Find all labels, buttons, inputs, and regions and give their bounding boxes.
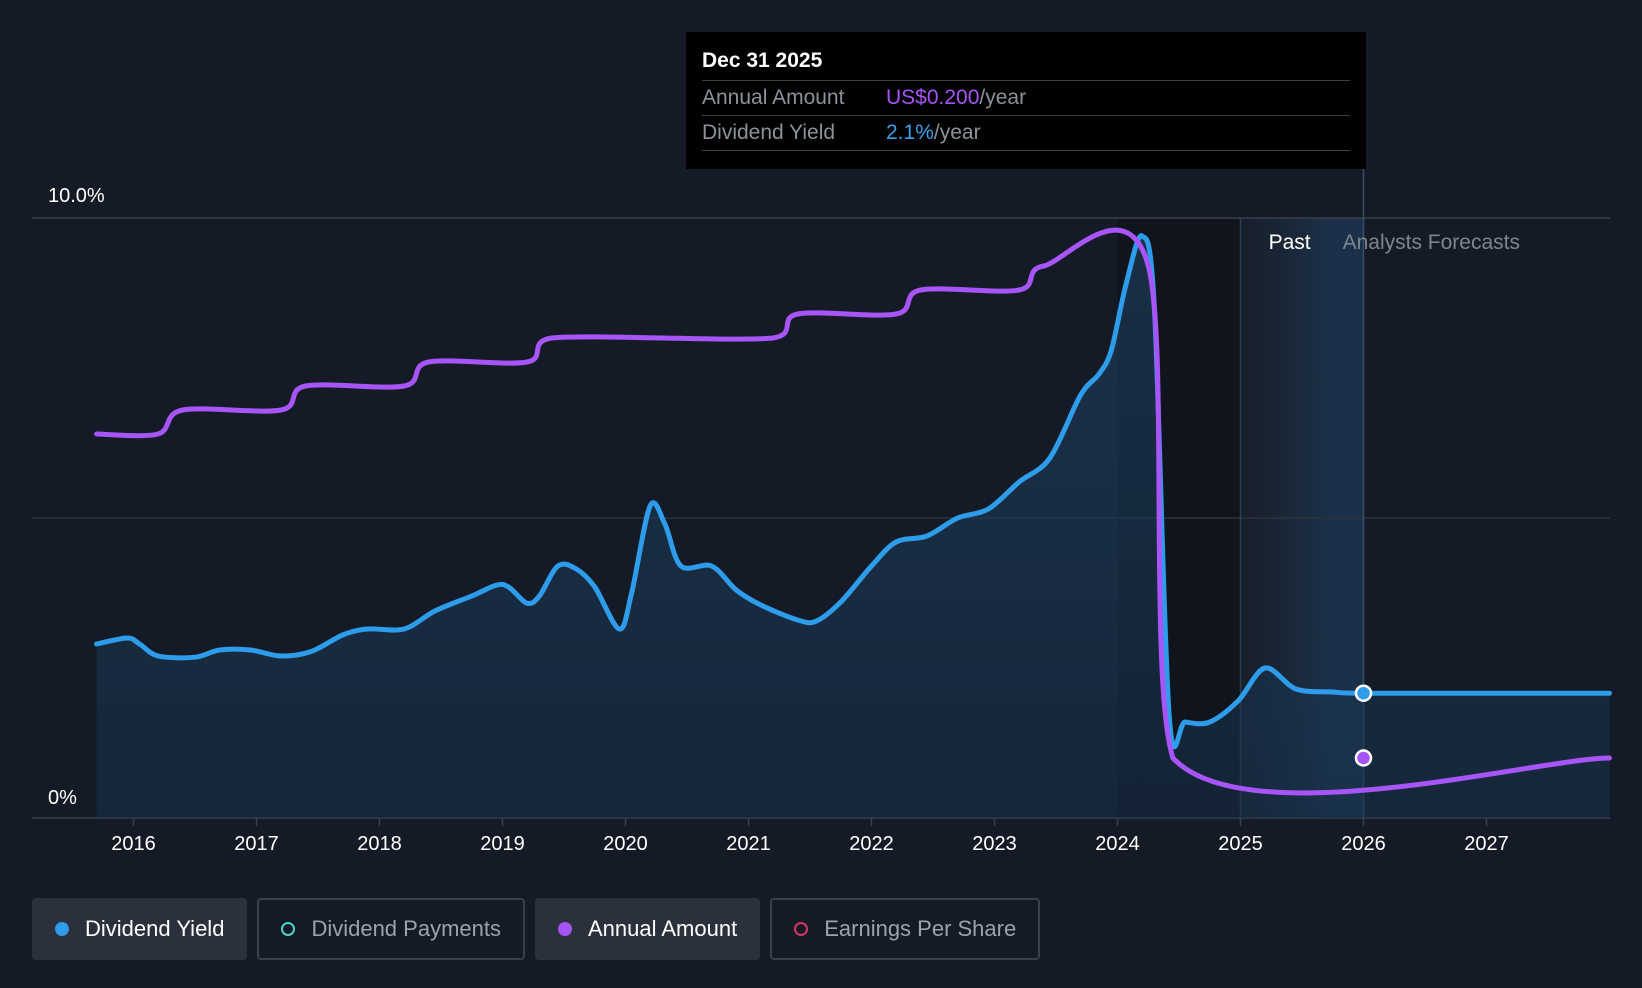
past-label: Past: [1269, 231, 1311, 254]
yield-line: [94, 233, 1612, 750]
tooltip-yield-row: Dividend Yield 2.1%/year: [702, 116, 1350, 151]
tooltip-annual-row: Annual Amount US$0.200/year: [702, 81, 1350, 116]
legend-earnings-per-share-button[interactable]: Earnings Per Share: [770, 898, 1041, 960]
dividend-yield-dot-icon: [55, 922, 69, 936]
y-tick-label: 0%: [48, 787, 77, 809]
annual-amount-dot-icon: [557, 922, 572, 936]
tooltip-yield-label: Dividend Yield: [702, 121, 836, 144]
x-tick-label: 2026: [1341, 833, 1386, 855]
legend-label: Annual Amount: [587, 916, 738, 941]
legend-label: Earnings Per Share: [824, 916, 1017, 941]
legend-dividend-payments-button[interactable]: Dividend Payments: [257, 898, 525, 960]
x-tick-label: 2018: [357, 833, 402, 855]
tooltip-yield-value: 2.1%: [886, 121, 934, 144]
x-tick-label: 2024: [1095, 833, 1140, 855]
annual-marker: [1354, 749, 1373, 767]
legend-label: Dividend Payments: [311, 916, 501, 941]
tooltip-annual-value: US$0.200: [886, 86, 980, 109]
forecast-label: Analysts Forecasts: [1343, 231, 1520, 254]
x-tick-label: 2025: [1218, 833, 1263, 855]
x-tick-label: 2027: [1464, 833, 1509, 855]
x-tick-label: 2022: [849, 833, 894, 855]
x-tick-label: 2017: [234, 833, 279, 855]
tooltip: Dec 31 2025 Annual Amount US$0.200/year D…: [686, 32, 1366, 169]
x-tick-label: 2020: [603, 833, 648, 855]
dividend-payments-dot-icon: [281, 922, 296, 936]
tooltip-annual-unit: /year: [979, 86, 1027, 109]
legend-annual-amount-button[interactable]: Annual Amount: [534, 898, 761, 960]
y-tick-label: 10.0%: [48, 185, 105, 207]
tooltip-yield-unit: /year: [933, 121, 981, 144]
x-tick-label: 2019: [480, 833, 525, 855]
earnings-per-share-dot-icon: [794, 922, 809, 936]
annual-line: [94, 227, 1612, 796]
yield-area: [96, 235, 1610, 819]
tooltip-annual-label: Annual Amount: [702, 86, 845, 109]
tooltip-date: Dec 31 2025: [702, 46, 1350, 81]
x-tick-label: 2021: [726, 833, 771, 855]
legend-dividend-yield-button[interactable]: Dividend Yield: [32, 898, 248, 960]
x-tick-label: 2016: [111, 833, 156, 855]
legend-label: Dividend Yield: [85, 916, 225, 941]
yield-marker: [1354, 684, 1373, 702]
legend: Dividend Yield Dividend Payments Annual …: [32, 898, 1050, 960]
x-tick-label: 2023: [972, 833, 1017, 855]
